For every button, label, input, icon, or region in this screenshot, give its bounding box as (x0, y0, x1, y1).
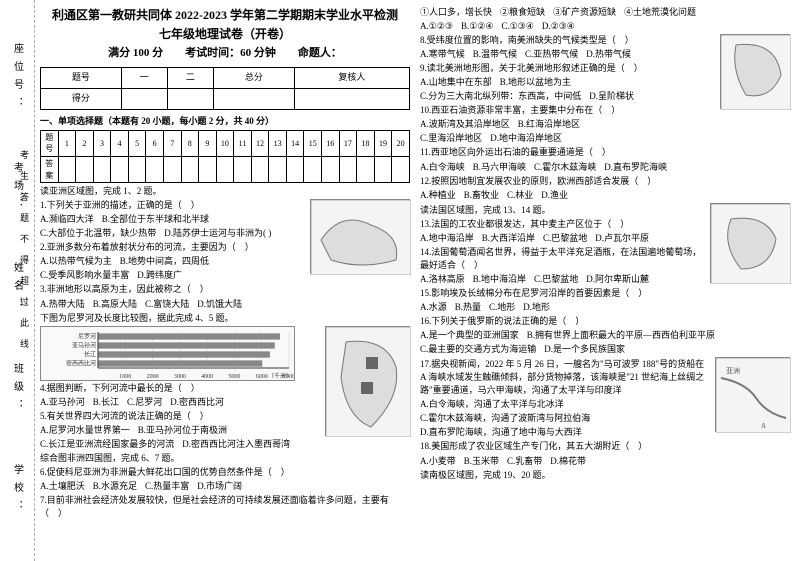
svg-text:5000: 5000 (228, 374, 240, 380)
q7: 7.目前非洲社会经济处发展较快，但是社会经济的可持续发展还面临着许多问题，主要有… (40, 494, 410, 520)
svg-text:尼罗河: 尼罗河 (78, 332, 96, 340)
svg-text:亚洲: 亚洲 (726, 367, 740, 375)
score-col-0: 题号 (41, 67, 122, 88)
exam-title-3: 满分 100 分 考试时间：60 分钟 命题人： (40, 46, 410, 62)
right-column: ①人口多，增长快②粮食短缺③矿产资源短缺④土地荒漠化问题 A.①②③B.①②④C… (420, 5, 790, 521)
q16: 16.下列关于俄罗斯的说法正确的是（ ） (420, 315, 790, 328)
fig-asia (310, 199, 410, 274)
main-content: 利通区第一教研共同体 2022-2023 学年第二学期期末学业水平检测 七年级地… (40, 5, 790, 521)
q6: 6.促使科尼亚洲为非洲最大鲜花出口国的优势自然条件是（ ） (40, 466, 410, 479)
intro19: 读南极区域图，完成 19、20 题。 (420, 469, 790, 482)
score-col-3: 总分 (213, 67, 294, 88)
q11: 11.西亚地区向外运出石油的最重要通道是（ ） (420, 146, 790, 159)
score-col-1: 一 (121, 67, 167, 88)
svg-text:密西西比河: 密西西比河 (66, 359, 96, 367)
answer-table: 题号 12 34 56 78 910 1112 1314 1516 1718 1… (40, 130, 410, 183)
score-col-4: 复核人 (294, 67, 409, 88)
sidebar-seat: 座位号： (10, 43, 25, 115)
fig-africa (325, 326, 410, 436)
exam-title-2: 七年级地理试卷（开卷） (40, 26, 410, 43)
q12: 12.按照因地制宜发展农业的原则，欧洲西部适合发展（ ） (420, 175, 790, 188)
fig-strait: 亚洲 A (715, 357, 790, 432)
svg-text:6000: 6000 (256, 374, 268, 380)
score-table: 题号 一 二 总分 复核人 得分 (40, 67, 410, 110)
svg-text:A: A (761, 422, 766, 430)
left-column: 利通区第一教研共同体 2022-2023 学年第二学期期末学业水平检测 七年级地… (40, 5, 410, 521)
intro1: 读亚洲区域图，完成 1、2 题。 (40, 185, 410, 198)
svg-text:3000: 3000 (174, 374, 186, 380)
q18: 18.美国形成了农业区域生产专门化，其五大湖附近（ ） (420, 440, 790, 453)
fig-france (710, 203, 790, 283)
svg-text:1000: 1000 (119, 374, 131, 380)
sidebar-school: 学校： (10, 464, 25, 518)
fig-namerica (720, 34, 790, 109)
sidebar-class: 班级： (10, 363, 25, 417)
score-row-label: 得分 (41, 88, 122, 109)
svg-text:长江: 长江 (84, 350, 96, 358)
svg-text:2000: 2000 (147, 374, 159, 380)
q3: 3.非洲地形以高原为主，因此被称之（ ） (40, 283, 410, 296)
river-length-chart: 1000200030004000500060007000尼罗河亚马孙河长江密西西… (40, 326, 295, 381)
exam-title-1: 利通区第一教研共同体 2022-2023 学年第二学期期末学业水平检测 (40, 7, 410, 24)
intro4: 下图为尼罗河及长度比较图，据此完成 4、5 题。 (40, 312, 410, 325)
cutline-text: 考生答题不得超过此线 (18, 150, 31, 360)
section1-head: 一、单项选择题（本题有 20 小题，每小题 2 分，共 40 分） (40, 115, 410, 128)
svg-text:亚马孙河: 亚马孙河 (72, 341, 96, 349)
svg-text:（千米）: （千米） (268, 372, 292, 380)
q15: 15.影响埃及长绒棉分布在尼罗河沿岸的首要因素是（ ） (420, 287, 790, 300)
svg-text:4000: 4000 (201, 374, 213, 380)
score-col-2: 二 (167, 67, 213, 88)
intro6: 综合图非洲四国图，完成 6、7 题。 (40, 452, 410, 465)
